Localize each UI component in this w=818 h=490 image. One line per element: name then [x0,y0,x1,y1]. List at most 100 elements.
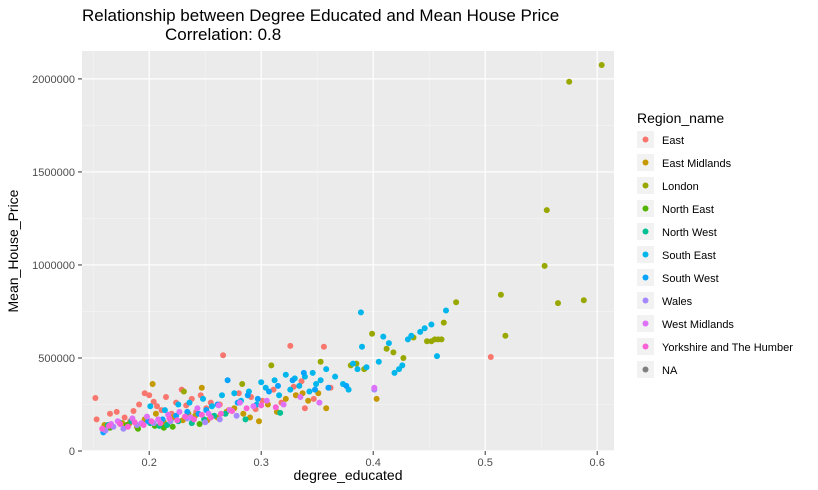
data-point [202,419,209,426]
data-point [399,362,406,369]
data-point [287,342,294,349]
data-point [161,407,168,414]
data-point [275,382,281,389]
data-point [140,422,147,428]
data-point [424,338,430,345]
data-point [217,410,224,417]
data-point [247,414,253,421]
legend-label: London [662,181,699,193]
x-tick-label: 0.3 [254,457,269,469]
data-point [180,388,187,395]
data-point [208,403,215,410]
x-tick-label: 0.2 [142,457,157,469]
legend-label: NA [662,365,678,377]
legend-label: West Midlands [662,319,734,331]
legend-swatch [642,366,649,373]
data-point [200,395,206,402]
data-point [309,369,316,376]
data-point [150,398,157,405]
data-point [271,377,278,384]
data-point [292,392,299,399]
legend-label: South East [662,250,716,262]
data-point [113,408,120,415]
data-point [263,397,270,404]
x-tick-label: 0.5 [478,457,493,469]
data-point [268,362,275,369]
data-point [219,392,225,399]
data-point [146,392,153,399]
data-point [289,377,296,384]
data-point [297,394,304,400]
data-point [350,360,356,367]
grid-minor [82,51,614,451]
legend-label: North East [662,204,714,216]
data-point [277,409,284,416]
y-tick-label: 2000000 [32,74,75,86]
legend-swatch [642,159,649,166]
data-point [120,425,127,432]
chart-subtitle: Correlation: 0.8 [165,25,281,44]
data-point [421,325,428,332]
data-point [301,405,308,412]
legend: Region_name East East Midlands London North… [637,110,793,378]
legend-swatch [642,320,649,327]
data-point [176,408,183,415]
data-point [99,425,106,432]
data-point [149,381,156,387]
data-point [148,418,155,425]
data-point [258,402,265,409]
legend-swatch [642,274,649,281]
data-point [154,403,160,410]
data-point [453,299,460,306]
data-point [287,386,294,393]
data-point [157,420,164,427]
y-tick-label: 1500000 [32,167,75,179]
data-point [236,399,243,406]
data-point [231,390,238,397]
data-point [417,328,424,335]
data-point [250,403,257,410]
data-point [254,395,261,402]
data-point [272,404,279,411]
data-points [92,62,605,436]
data-point [152,410,159,417]
x-tick-label: 0.4 [366,457,381,469]
data-point [191,416,197,423]
data-point [580,297,587,304]
data-point [373,395,380,402]
data-point [240,410,247,417]
data-point [443,307,449,314]
data-point [270,386,277,393]
data-point [198,411,205,418]
data-point [216,416,223,423]
legend-label: Yorkshire and The Humber [662,342,793,354]
data-point [93,416,100,423]
data-point [196,421,203,427]
data-point [380,333,387,340]
data-point [320,343,327,350]
data-point [354,366,361,373]
legend-swatch [642,136,649,143]
data-point [497,291,504,298]
data-point [224,377,231,384]
data-point [243,405,250,412]
data-point [312,386,318,393]
legend-swatch [642,205,649,212]
legend-title: Region_name [637,110,724,126]
legend-label: East [662,135,684,147]
data-point [242,416,249,423]
data-point [371,384,378,391]
data-point [300,369,307,376]
data-point [391,369,398,376]
data-point [375,358,382,365]
data-point [440,319,447,326]
data-point [256,418,262,425]
y-tick-label: 500000 [38,353,75,365]
data-point [305,397,312,404]
data-point [163,394,169,400]
legend-swatch [642,182,649,189]
data-point [174,417,181,424]
data-point [598,62,605,68]
legend-swatch [642,297,649,304]
y-axis: 0 500000 1000000 1500000 2000000 [32,74,82,458]
